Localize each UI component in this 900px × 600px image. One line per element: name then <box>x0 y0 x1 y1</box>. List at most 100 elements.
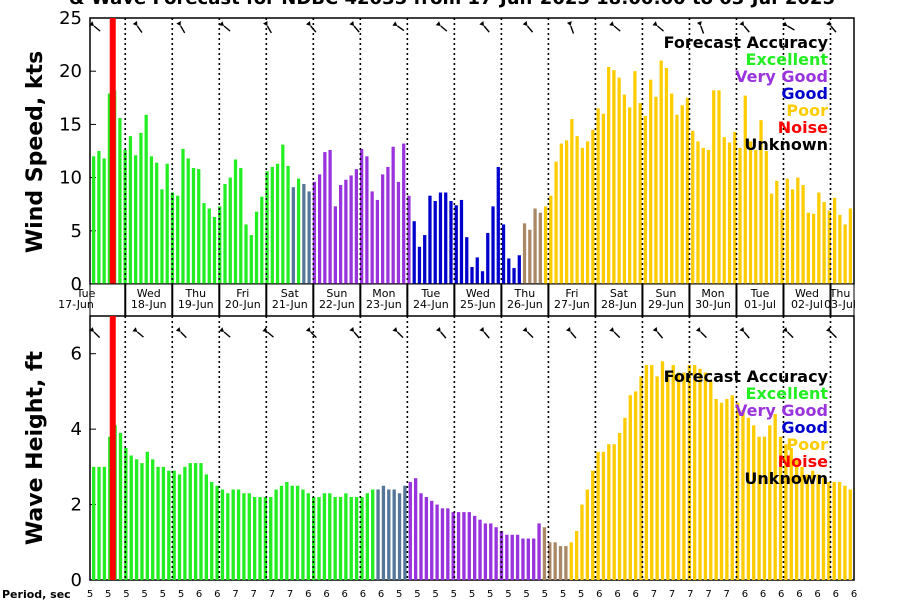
wind-legend-item: Very Good <box>735 67 828 86</box>
wind-bar <box>790 189 795 284</box>
wind-direction-arrow <box>392 21 405 32</box>
wave-bar <box>805 474 810 580</box>
wave-bar <box>371 489 375 580</box>
date-label: 29-Jun <box>648 298 684 311</box>
wind-bar <box>638 103 642 285</box>
wind-direction-arrow <box>609 21 621 32</box>
wave-bar <box>462 512 466 580</box>
wave-bar <box>800 466 804 580</box>
wind-bar <box>759 120 763 284</box>
wave-bar <box>746 417 751 580</box>
wind-y-tick-label: 20 <box>59 61 82 82</box>
wind-bar <box>107 93 112 284</box>
wind-bar <box>102 158 106 284</box>
wind-bar <box>480 271 485 284</box>
wave-legend-item: Very Good <box>735 401 828 420</box>
wind-direction-arrow <box>349 21 360 33</box>
wind-bar <box>801 185 805 284</box>
period-value: 6 <box>214 589 220 600</box>
weekday-label: Thu <box>514 287 536 300</box>
wind-bar <box>580 147 584 284</box>
wind-direction-arrow <box>652 21 665 32</box>
wave-bar <box>505 534 509 580</box>
weekday-label: Wed <box>795 287 819 300</box>
wave-bar <box>290 485 294 580</box>
wind-bar <box>696 141 700 284</box>
wind-bar <box>396 181 401 284</box>
wave-bar <box>301 489 305 580</box>
wind-bar <box>575 136 579 284</box>
wind-bar <box>601 113 606 284</box>
wave-bar <box>381 485 386 580</box>
wave-bar <box>510 534 514 580</box>
wave-bar <box>542 527 547 580</box>
wind-bar <box>244 224 248 284</box>
period-value: 5 <box>396 589 402 600</box>
weekday-label: Sun <box>326 287 347 300</box>
wave-bar <box>666 372 670 580</box>
wave-bar <box>167 470 171 580</box>
wave-bar <box>161 466 166 580</box>
date-label: 23-Jun <box>366 298 402 311</box>
wave-bar <box>698 368 702 580</box>
period-value: 5 <box>469 589 475 600</box>
wave-direction-arrow <box>392 327 404 339</box>
wind-bar <box>564 140 569 284</box>
wind-bar <box>543 206 548 284</box>
wave-bar <box>714 398 718 580</box>
wave-bar <box>322 493 327 580</box>
wave-legend-title: Forecast Accuracy <box>664 367 829 386</box>
wave-bar <box>97 466 101 580</box>
wave-bar <box>419 493 423 580</box>
period-value: 7 <box>269 589 275 600</box>
wind-bar <box>239 168 243 284</box>
wave-direction-arrow <box>89 327 101 339</box>
wave-bar <box>231 489 235 580</box>
period-value: 5 <box>542 589 548 600</box>
wave-bar <box>151 459 155 580</box>
wind-bar <box>633 71 637 284</box>
wave-bar <box>537 523 541 580</box>
date-label: 26-Jun <box>507 298 543 311</box>
period-value: 7 <box>705 589 711 600</box>
wind-bar <box>654 96 658 285</box>
wave-bar <box>489 523 493 580</box>
wave-direction-arrow <box>782 327 794 339</box>
wind-bar <box>475 257 479 284</box>
wind-bar <box>501 224 506 284</box>
wave-bar <box>596 451 600 580</box>
wind-bar <box>254 211 259 284</box>
period-row: 5 5 5 5 5 5 6 6 7 7 7 7 6 6 6 6 6 5 5 5 5 5 5 5 5 5 5 5 6 6 6 7 7 7 7 7 6 6 6 6… <box>87 589 857 600</box>
wave-bar <box>435 504 439 580</box>
wind-bar <box>181 148 185 284</box>
period-value: 5 <box>141 589 147 600</box>
wave-bar <box>762 436 767 580</box>
wave-direction-arrow <box>609 327 621 339</box>
wave-bar <box>725 398 729 580</box>
period-value: 6 <box>305 589 311 600</box>
date-label: 24-Jun <box>413 298 449 311</box>
wave-bar <box>848 489 852 580</box>
wind-direction-arrow <box>176 21 186 34</box>
wave-bar <box>210 481 214 580</box>
period-value: 5 <box>487 589 493 600</box>
wind-bar <box>822 202 826 284</box>
wind-bar <box>769 193 774 284</box>
wave-bar <box>193 463 198 580</box>
wind-bar <box>328 149 332 284</box>
wind-bar <box>333 206 337 284</box>
wind-bar <box>685 97 690 284</box>
wind-speed-panel: Wind Speed, kts 0 5 10 15 20 25 Forecast Accur… <box>23 8 856 317</box>
wind-bar <box>423 235 427 284</box>
date-label: 19-Jun <box>178 298 214 311</box>
period-value: 6 <box>796 589 802 600</box>
wave-bar <box>140 463 144 580</box>
wave-bar <box>655 376 659 580</box>
wind-direction-arrow <box>566 21 575 34</box>
wind-bar <box>123 149 127 284</box>
wave-bar <box>258 497 262 580</box>
wave-direction-arrow <box>739 327 750 339</box>
wind-bar <box>806 212 810 284</box>
period-value: 6 <box>778 589 784 600</box>
period-value: 7 <box>651 589 657 600</box>
